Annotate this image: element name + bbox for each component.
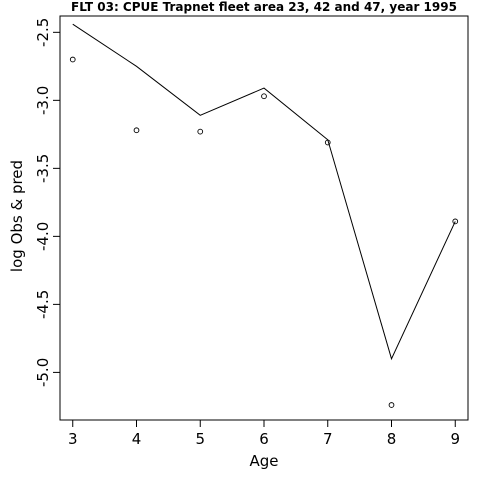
observed-point — [261, 93, 267, 100]
y-tick-label: -2.5 — [34, 18, 52, 47]
x-tick-label: 9 — [450, 430, 460, 448]
y-tick-label: -3.5 — [34, 154, 52, 183]
y-tick-label: -4.0 — [34, 222, 52, 251]
x-tick-label: 4 — [132, 430, 142, 448]
x-axis-label: Age — [249, 452, 278, 470]
x-tick-label: 8 — [387, 430, 397, 448]
observed-point — [197, 128, 204, 135]
x-axis: 3 4 5 6 7 8 9 — [68, 420, 460, 448]
observed-point — [69, 56, 76, 63]
y-tick-label: -5.0 — [34, 358, 52, 387]
x-tick-label: 7 — [323, 430, 333, 448]
observed-point — [388, 402, 395, 408]
y-axis-label: log Obs & pred — [8, 160, 26, 272]
x-tick-label: 6 — [259, 430, 269, 448]
x-tick-label: 3 — [68, 430, 78, 448]
series-layer — [69, 23, 459, 408]
predicted-line — [72, 23, 456, 361]
observed-point — [133, 127, 140, 134]
y-axis: -2.5 -3.0 -3.5 -4.0 -4.5 -5.0 — [34, 18, 60, 387]
x-tick-label: 5 — [195, 430, 205, 448]
observed-point — [452, 218, 459, 225]
y-tick-label: -4.5 — [34, 290, 52, 319]
plot-area-frame — [59, 15, 469, 421]
chart-title: FLT 03: CPUE Trapnet fleet area 23, 42 a… — [71, 0, 457, 14]
y-tick-label: -3.0 — [34, 86, 52, 115]
observed-point — [324, 139, 331, 146]
